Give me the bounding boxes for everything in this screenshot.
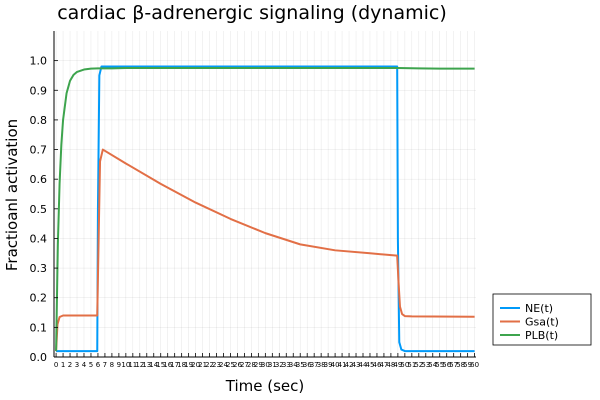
x-tick-label-54: 54 <box>428 361 437 369</box>
x-tick-label-9: 9 <box>117 361 121 369</box>
x-tick-label-35: 35 <box>296 361 305 369</box>
x-tick-label-47: 47 <box>379 361 388 369</box>
x-tick-label-25: 25 <box>226 361 235 369</box>
x-tick-label-43: 43 <box>352 361 361 369</box>
x-tick-label-33: 33 <box>282 361 291 369</box>
x-tick-label-26: 26 <box>233 361 242 369</box>
x-tick-label-4: 4 <box>82 361 87 369</box>
y-tick-label-9: 0.9 <box>30 84 48 97</box>
x-tick-label-27: 27 <box>240 361 249 369</box>
x-tick-label-30: 30 <box>261 361 270 369</box>
legend-label-2: PLB(t) <box>525 329 558 342</box>
x-tick-label-56: 56 <box>442 361 451 369</box>
x-tick-label-36: 36 <box>303 361 312 369</box>
y-axis-label: Fractioanl activation <box>3 119 21 271</box>
y-tick-label-6: 0.6 <box>30 173 48 186</box>
legend-box <box>492 293 592 346</box>
x-tick-label-46: 46 <box>372 361 381 369</box>
x-tick-label-45: 45 <box>366 361 375 369</box>
y-tick-label-3: 0.3 <box>30 262 48 275</box>
x-tick-label-19: 19 <box>184 361 193 369</box>
x-tick-label-53: 53 <box>421 361 430 369</box>
x-tick-label-7: 7 <box>103 361 107 369</box>
x-tick-label-59: 59 <box>463 361 472 369</box>
x-tick-label-3: 3 <box>75 361 79 369</box>
x-tick-label-11: 11 <box>128 361 137 369</box>
x-tick-label-24: 24 <box>219 361 228 369</box>
legend: NE(t)Gsa(t)PLB(t) <box>492 293 592 346</box>
x-tick-label-60: 60 <box>470 361 479 369</box>
x-tick-label-16: 16 <box>163 361 172 369</box>
x-tick-label-12: 12 <box>135 361 144 369</box>
y-tick-labels: 0.0 0.1 0.2 0.3 0.4 0.5 0.6 0.7 0.8 0.9 1.0 <box>30 55 48 364</box>
x-tick-label-17: 17 <box>170 361 179 369</box>
x-tick-label-37: 37 <box>310 361 319 369</box>
x-tick-label-22: 22 <box>205 361 214 369</box>
x-tick-label-2: 2 <box>68 361 72 369</box>
x-tick-label-55: 55 <box>435 361 444 369</box>
x-tick-label-34: 34 <box>289 361 298 369</box>
x-tick-label-15: 15 <box>156 361 165 369</box>
axes <box>53 31 476 358</box>
x-tick-label-40: 40 <box>331 361 340 369</box>
x-tick-label-1: 1 <box>61 361 65 369</box>
y-tick-label-4: 0.4 <box>30 232 48 245</box>
x-tick-label-48: 48 <box>386 361 395 369</box>
x-tick-label-0: 0 <box>54 361 58 369</box>
y-tick-label-10: 1.0 <box>30 55 48 68</box>
x-tick-label-49: 49 <box>393 361 402 369</box>
x-tick-label-41: 41 <box>338 361 347 369</box>
x-tick-label-38: 38 <box>317 361 326 369</box>
x-tick-label-6: 6 <box>96 361 101 369</box>
x-tick-label-58: 58 <box>456 361 465 369</box>
legend-label-0: NE(t) <box>525 302 553 315</box>
y-tick-label-7: 0.7 <box>30 144 48 157</box>
x-axis-label: Time (sec) <box>225 377 304 395</box>
x-tick-label-29: 29 <box>254 361 263 369</box>
x-tick-label-51: 51 <box>407 361 416 369</box>
x-tick-label-50: 50 <box>400 361 409 369</box>
series-line-1 <box>55 148 475 352</box>
x-tick-label-8: 8 <box>110 361 114 369</box>
x-tick-label-14: 14 <box>149 361 158 369</box>
x-tick-label-5: 5 <box>89 361 93 369</box>
y-tick-label-5: 0.5 <box>30 203 48 216</box>
y-tick-label-8: 0.8 <box>30 114 48 127</box>
x-tick-label-23: 23 <box>212 361 221 369</box>
x-tick-label-42: 42 <box>345 361 354 369</box>
x-tick-label-32: 32 <box>275 361 284 369</box>
x-tick-label-10: 10 <box>121 361 130 369</box>
x-tick-label-44: 44 <box>359 361 368 369</box>
x-tick-label-21: 21 <box>198 361 207 369</box>
x-tick-label-52: 52 <box>414 361 423 369</box>
legend-label-1: Gsa(t) <box>525 316 559 329</box>
chart-title: cardiac β-adrenergic signaling (dynamic) <box>57 2 447 24</box>
x-tick-label-20: 20 <box>191 361 200 369</box>
x-tick-label-18: 18 <box>177 361 186 369</box>
x-tick-label-31: 31 <box>268 361 277 369</box>
series-line-2 <box>55 67 475 352</box>
x-tick-label-28: 28 <box>247 361 256 369</box>
x-tick-labels: 0 1 2 3 4 5 6 7 8 9 101112131415161718192021222324… <box>54 361 479 369</box>
series-lines <box>55 65 475 353</box>
x-tick-label-57: 57 <box>449 361 458 369</box>
y-tick-label-2: 0.2 <box>30 292 48 305</box>
y-tick-label-0: 0.0 <box>30 351 48 364</box>
y-tick-label-1: 0.1 <box>30 321 48 334</box>
x-tick-label-39: 39 <box>324 361 333 369</box>
grid <box>54 31 476 358</box>
x-tick-label-13: 13 <box>142 361 151 369</box>
